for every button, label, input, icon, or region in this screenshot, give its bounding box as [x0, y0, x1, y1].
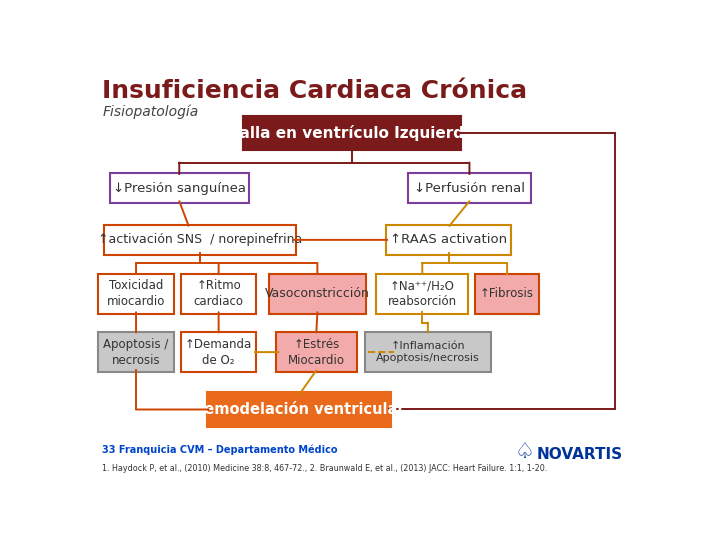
Text: ↑Demanda
de O₂: ↑Demanda de O₂: [185, 338, 252, 367]
FancyBboxPatch shape: [365, 332, 490, 373]
FancyBboxPatch shape: [408, 173, 531, 203]
Text: ↑Fibrosis: ↑Fibrosis: [480, 287, 534, 300]
FancyBboxPatch shape: [207, 393, 392, 427]
FancyBboxPatch shape: [99, 274, 174, 314]
Text: 33 Franquicia CVM – Departamento Médico: 33 Franquicia CVM – Departamento Médico: [102, 444, 338, 455]
FancyBboxPatch shape: [181, 274, 256, 314]
FancyBboxPatch shape: [475, 274, 539, 314]
Text: ↓Perfusión renal: ↓Perfusión renal: [414, 182, 525, 195]
FancyBboxPatch shape: [386, 225, 511, 255]
Text: Toxicidad
miocardio: Toxicidad miocardio: [107, 279, 165, 308]
FancyBboxPatch shape: [276, 332, 356, 373]
Text: ↑Estrés
Miocardio: ↑Estrés Miocardio: [288, 338, 345, 367]
Text: ↑activación SNS  / norepinefrina: ↑activación SNS / norepinefrina: [98, 233, 302, 246]
Text: ♤: ♤: [514, 442, 534, 462]
Text: 1. Haydock P, et al., (2010) Medicine 38:8, 467-72., 2. Braunwald E, et al., (20: 1. Haydock P, et al., (2010) Medicine 38…: [102, 464, 547, 473]
Text: Apoptosis /
necrosis: Apoptosis / necrosis: [104, 338, 168, 367]
FancyBboxPatch shape: [109, 173, 249, 203]
Text: ↑Na⁺⁺/H₂O
reabsorción: ↑Na⁺⁺/H₂O reabsorción: [388, 279, 457, 308]
Text: Vasoconstricción: Vasoconstricción: [265, 287, 370, 300]
FancyBboxPatch shape: [181, 332, 256, 373]
Text: Insuficiencia Cardiaca Crónica: Insuficiencia Cardiaca Crónica: [102, 79, 528, 103]
Text: Falla en ventrículo Izquierdo: Falla en ventrículo Izquierdo: [230, 125, 474, 141]
FancyBboxPatch shape: [243, 116, 461, 150]
Text: ↓Presión sanguínea: ↓Presión sanguínea: [113, 182, 246, 195]
Text: ↑RAAS activation: ↑RAAS activation: [390, 233, 507, 246]
FancyBboxPatch shape: [269, 274, 366, 314]
Text: ↑Ritmo
cardiaco: ↑Ritmo cardiaco: [194, 279, 243, 308]
FancyBboxPatch shape: [377, 274, 468, 314]
FancyBboxPatch shape: [104, 225, 297, 255]
Text: Remodelación ventricular: Remodelación ventricular: [194, 402, 405, 417]
Text: NOVARTIS: NOVARTIS: [536, 447, 623, 462]
Text: ↑Inflamación
Apoptosis/necrosis: ↑Inflamación Apoptosis/necrosis: [376, 341, 480, 363]
FancyBboxPatch shape: [99, 332, 174, 373]
Text: Fisiopatología: Fisiopatología: [102, 104, 199, 119]
